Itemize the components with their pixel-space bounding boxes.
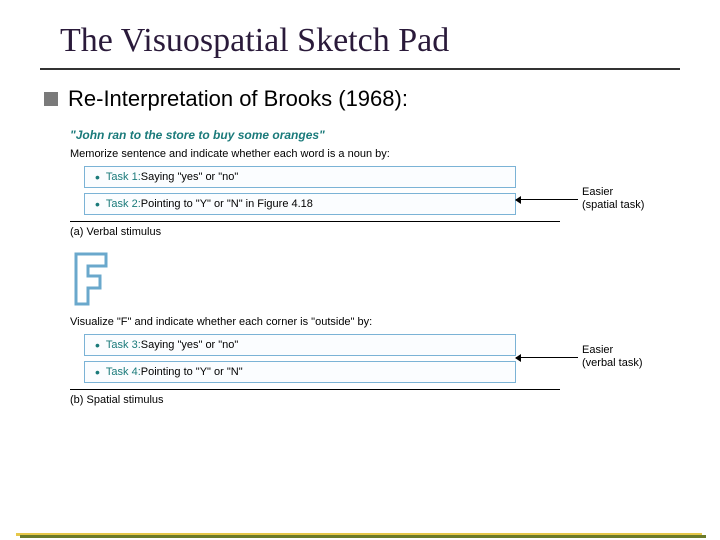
- caption-b: (b) Spatial stimulus: [70, 394, 680, 406]
- square-bullet-icon: [44, 92, 58, 106]
- note-b-line2: (verbal task): [582, 357, 643, 370]
- task-box-3: • Task 3: Saying "yes" or "no": [84, 334, 516, 356]
- task2-text: Pointing to "Y" or "N" in Figure 4.18: [141, 198, 313, 210]
- dot-bullet-icon: •: [95, 170, 100, 184]
- divider: [70, 389, 560, 390]
- dot-bullet-icon: •: [95, 197, 100, 211]
- note-b: Easier (verbal task): [516, 344, 643, 370]
- letter-f-figure: [72, 250, 680, 308]
- task3-label: Task 3:: [106, 339, 141, 351]
- task3-text: Saying "yes" or "no": [141, 339, 239, 351]
- note-a: Easier (spatial task): [516, 186, 644, 212]
- instruction-b: Visualize "F" and indicate whether each …: [70, 316, 680, 328]
- task-box-4: • Task 4: Pointing to "Y" or "N": [84, 361, 516, 383]
- task2-label: Task 2:: [106, 198, 141, 210]
- example-sentence: "John ran to the store to buy some orang…: [70, 128, 680, 142]
- caption-a: (a) Verbal stimulus: [70, 226, 680, 238]
- note-a-line2: (spatial task): [582, 199, 644, 212]
- task4-label: Task 4:: [106, 366, 141, 378]
- note-a-line1: Easier: [582, 186, 644, 199]
- task1-label: Task 1:: [106, 171, 141, 183]
- bullet-text: Re-Interpretation of Brooks (1968):: [68, 86, 408, 112]
- task-box-1: • Task 1: Saying "yes" or "no": [84, 166, 516, 188]
- task-box-2: • Task 2: Pointing to "Y" or "N" in Figu…: [84, 193, 516, 215]
- dot-bullet-icon: •: [95, 338, 100, 352]
- note-b-line1: Easier: [582, 344, 643, 357]
- arrow-icon: [516, 357, 578, 358]
- figure: "John ran to the store to buy some orang…: [70, 128, 680, 418]
- slide-title: The Visuospatial Sketch Pad: [40, 22, 680, 70]
- bullet-row: Re-Interpretation of Brooks (1968):: [44, 86, 680, 112]
- bottom-accent: [0, 530, 720, 540]
- slide: The Visuospatial Sketch Pad Re-Interpret…: [0, 0, 720, 112]
- arrow-icon: [516, 199, 578, 200]
- dot-bullet-icon: •: [95, 365, 100, 379]
- task1-text: Saying "yes" or "no": [141, 171, 239, 183]
- divider: [70, 221, 560, 222]
- instruction-a: Memorize sentence and indicate whether e…: [70, 148, 680, 160]
- task4-text: Pointing to "Y" or "N": [141, 366, 243, 378]
